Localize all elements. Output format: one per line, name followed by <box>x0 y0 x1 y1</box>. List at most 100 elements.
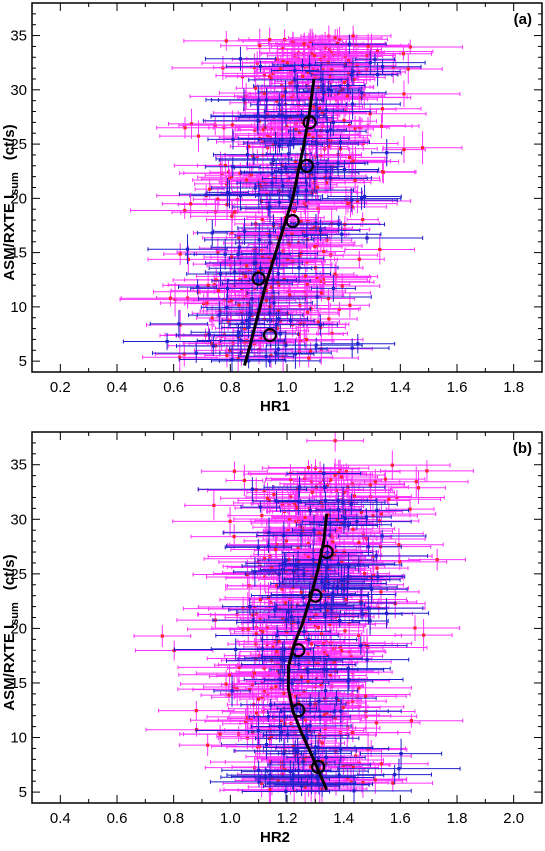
data-point-blue-marker <box>268 241 271 244</box>
data-point-blue-marker <box>231 138 234 141</box>
data-point-red-marker <box>244 275 247 278</box>
data-point-red-marker <box>288 82 291 85</box>
data-point-red-marker <box>261 218 264 221</box>
data-point-blue-marker <box>256 114 259 117</box>
data-point-red-marker <box>351 205 354 208</box>
data-point-blue <box>150 310 207 338</box>
y-tick-label: 30 <box>10 82 27 99</box>
data-point-red-marker <box>225 354 228 357</box>
data-point-red-marker <box>246 736 249 739</box>
data-point-blue-marker <box>186 248 189 251</box>
data-point-blue-marker <box>280 171 283 174</box>
data-point-blue-marker <box>319 229 322 232</box>
x-tick-label: 1.8 <box>503 379 524 396</box>
data-point-red-marker <box>327 317 330 320</box>
data-point-red-marker <box>346 94 349 97</box>
data-point-blue-marker <box>277 272 280 275</box>
data-point-blue-marker <box>294 352 297 355</box>
data-point-red-marker <box>308 133 311 136</box>
data-point-red <box>374 54 442 84</box>
data-point-blue-marker <box>332 121 335 124</box>
data-point-red-marker <box>179 252 182 255</box>
data-point-blue-marker <box>165 340 168 343</box>
data-point-red <box>351 114 412 138</box>
data-point-blue-marker <box>256 119 259 122</box>
data-point-blue-marker <box>325 170 328 173</box>
data-point-blue-marker <box>258 238 261 241</box>
data-point-blue-marker <box>305 234 308 237</box>
data-point-red-marker <box>402 52 405 55</box>
data-point-red-marker <box>233 210 236 213</box>
y-axis-label-unit: (ct/s) <box>1 124 18 160</box>
y-tick-label: 10 <box>10 299 27 316</box>
data-point-blue-marker <box>226 287 229 290</box>
data-point-blue-marker <box>351 347 354 350</box>
data-point-red-marker <box>305 338 308 341</box>
x-tick-label: 0.2 <box>50 379 71 396</box>
data-layer <box>134 430 473 806</box>
data-point-red-marker <box>169 297 172 300</box>
data-point-blue-marker <box>369 61 372 64</box>
data-point-blue-marker <box>230 358 233 361</box>
data-point-red-marker <box>282 94 285 97</box>
data-point-blue-marker <box>332 287 335 290</box>
data-point-blue-marker <box>289 319 292 322</box>
data-point-blue-marker <box>231 165 234 168</box>
data-point-red-marker <box>263 92 266 95</box>
data-point-red-marker <box>313 245 316 248</box>
x-tick-label: 0.8 <box>220 379 241 396</box>
data-point-blue-marker <box>329 128 332 131</box>
data-point-red-marker <box>382 171 385 174</box>
data-point-blue-marker <box>259 65 262 68</box>
data-point-red-marker <box>306 311 309 314</box>
data-point-red-marker <box>329 254 332 257</box>
data-point-red <box>143 343 217 371</box>
data-point-red-marker <box>391 781 394 784</box>
data-point-blue-marker <box>277 347 280 350</box>
data-point-red-marker <box>178 356 181 359</box>
data-point-blue-marker <box>296 190 299 193</box>
data-point-blue-marker <box>365 236 368 239</box>
data-point-red-marker <box>348 304 351 307</box>
data-point-red-marker <box>197 134 200 137</box>
data-point-blue-marker <box>248 312 251 315</box>
x-tick-label: 1.2 <box>333 379 354 396</box>
x-tick-label: 0.4 <box>107 379 128 396</box>
data-point-red-marker <box>268 38 271 41</box>
data-point-blue-marker <box>351 103 354 106</box>
data-point-blue <box>306 58 400 86</box>
data-point-blue-marker <box>308 63 311 66</box>
data-point-red-marker <box>230 299 233 302</box>
data-point-blue-marker <box>385 151 388 154</box>
data-point-red <box>383 131 462 164</box>
x-tick-label: 0.6 <box>163 379 184 396</box>
x-tick-label: 1.4 <box>390 379 411 396</box>
data-point-blue-marker <box>281 138 284 141</box>
data-point-blue-marker <box>316 110 319 113</box>
data-point-red-marker <box>380 125 383 128</box>
data-point-red <box>375 47 431 60</box>
data-point-blue-marker <box>247 326 250 329</box>
data-point-blue-marker <box>278 144 281 147</box>
data-point-blue-marker <box>346 84 349 87</box>
data-point-red <box>162 193 219 215</box>
data-point-blue-marker <box>278 201 281 204</box>
data-point-blue-marker <box>195 352 198 355</box>
data-point-red-marker <box>333 272 336 275</box>
data-point-blue <box>207 178 248 207</box>
data-point-blue-marker <box>329 176 332 179</box>
data-point-red-marker <box>237 303 240 306</box>
data-point-red-marker <box>380 513 383 516</box>
data-point-blue-marker <box>293 78 296 81</box>
data-point-red-marker <box>334 36 337 39</box>
data-point-blue-marker <box>281 184 284 187</box>
data-point-blue-marker <box>177 322 180 325</box>
y-axis-label-sub: sum <box>9 172 21 195</box>
data-point-red-marker <box>294 160 297 163</box>
data-point-blue-marker <box>297 266 300 269</box>
data-point-red <box>168 109 214 139</box>
data-point-blue-marker <box>277 317 280 320</box>
data-point-red-marker <box>189 202 192 205</box>
